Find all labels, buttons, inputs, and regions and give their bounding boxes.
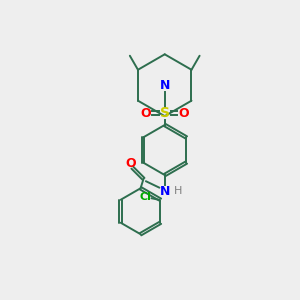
- Text: N: N: [160, 79, 170, 92]
- Text: S: S: [160, 106, 170, 120]
- Text: N: N: [160, 185, 170, 198]
- Text: O: O: [178, 107, 189, 120]
- Text: Cl: Cl: [139, 192, 151, 202]
- Text: O: O: [125, 157, 136, 170]
- Text: O: O: [140, 107, 151, 120]
- Text: H: H: [174, 186, 182, 196]
